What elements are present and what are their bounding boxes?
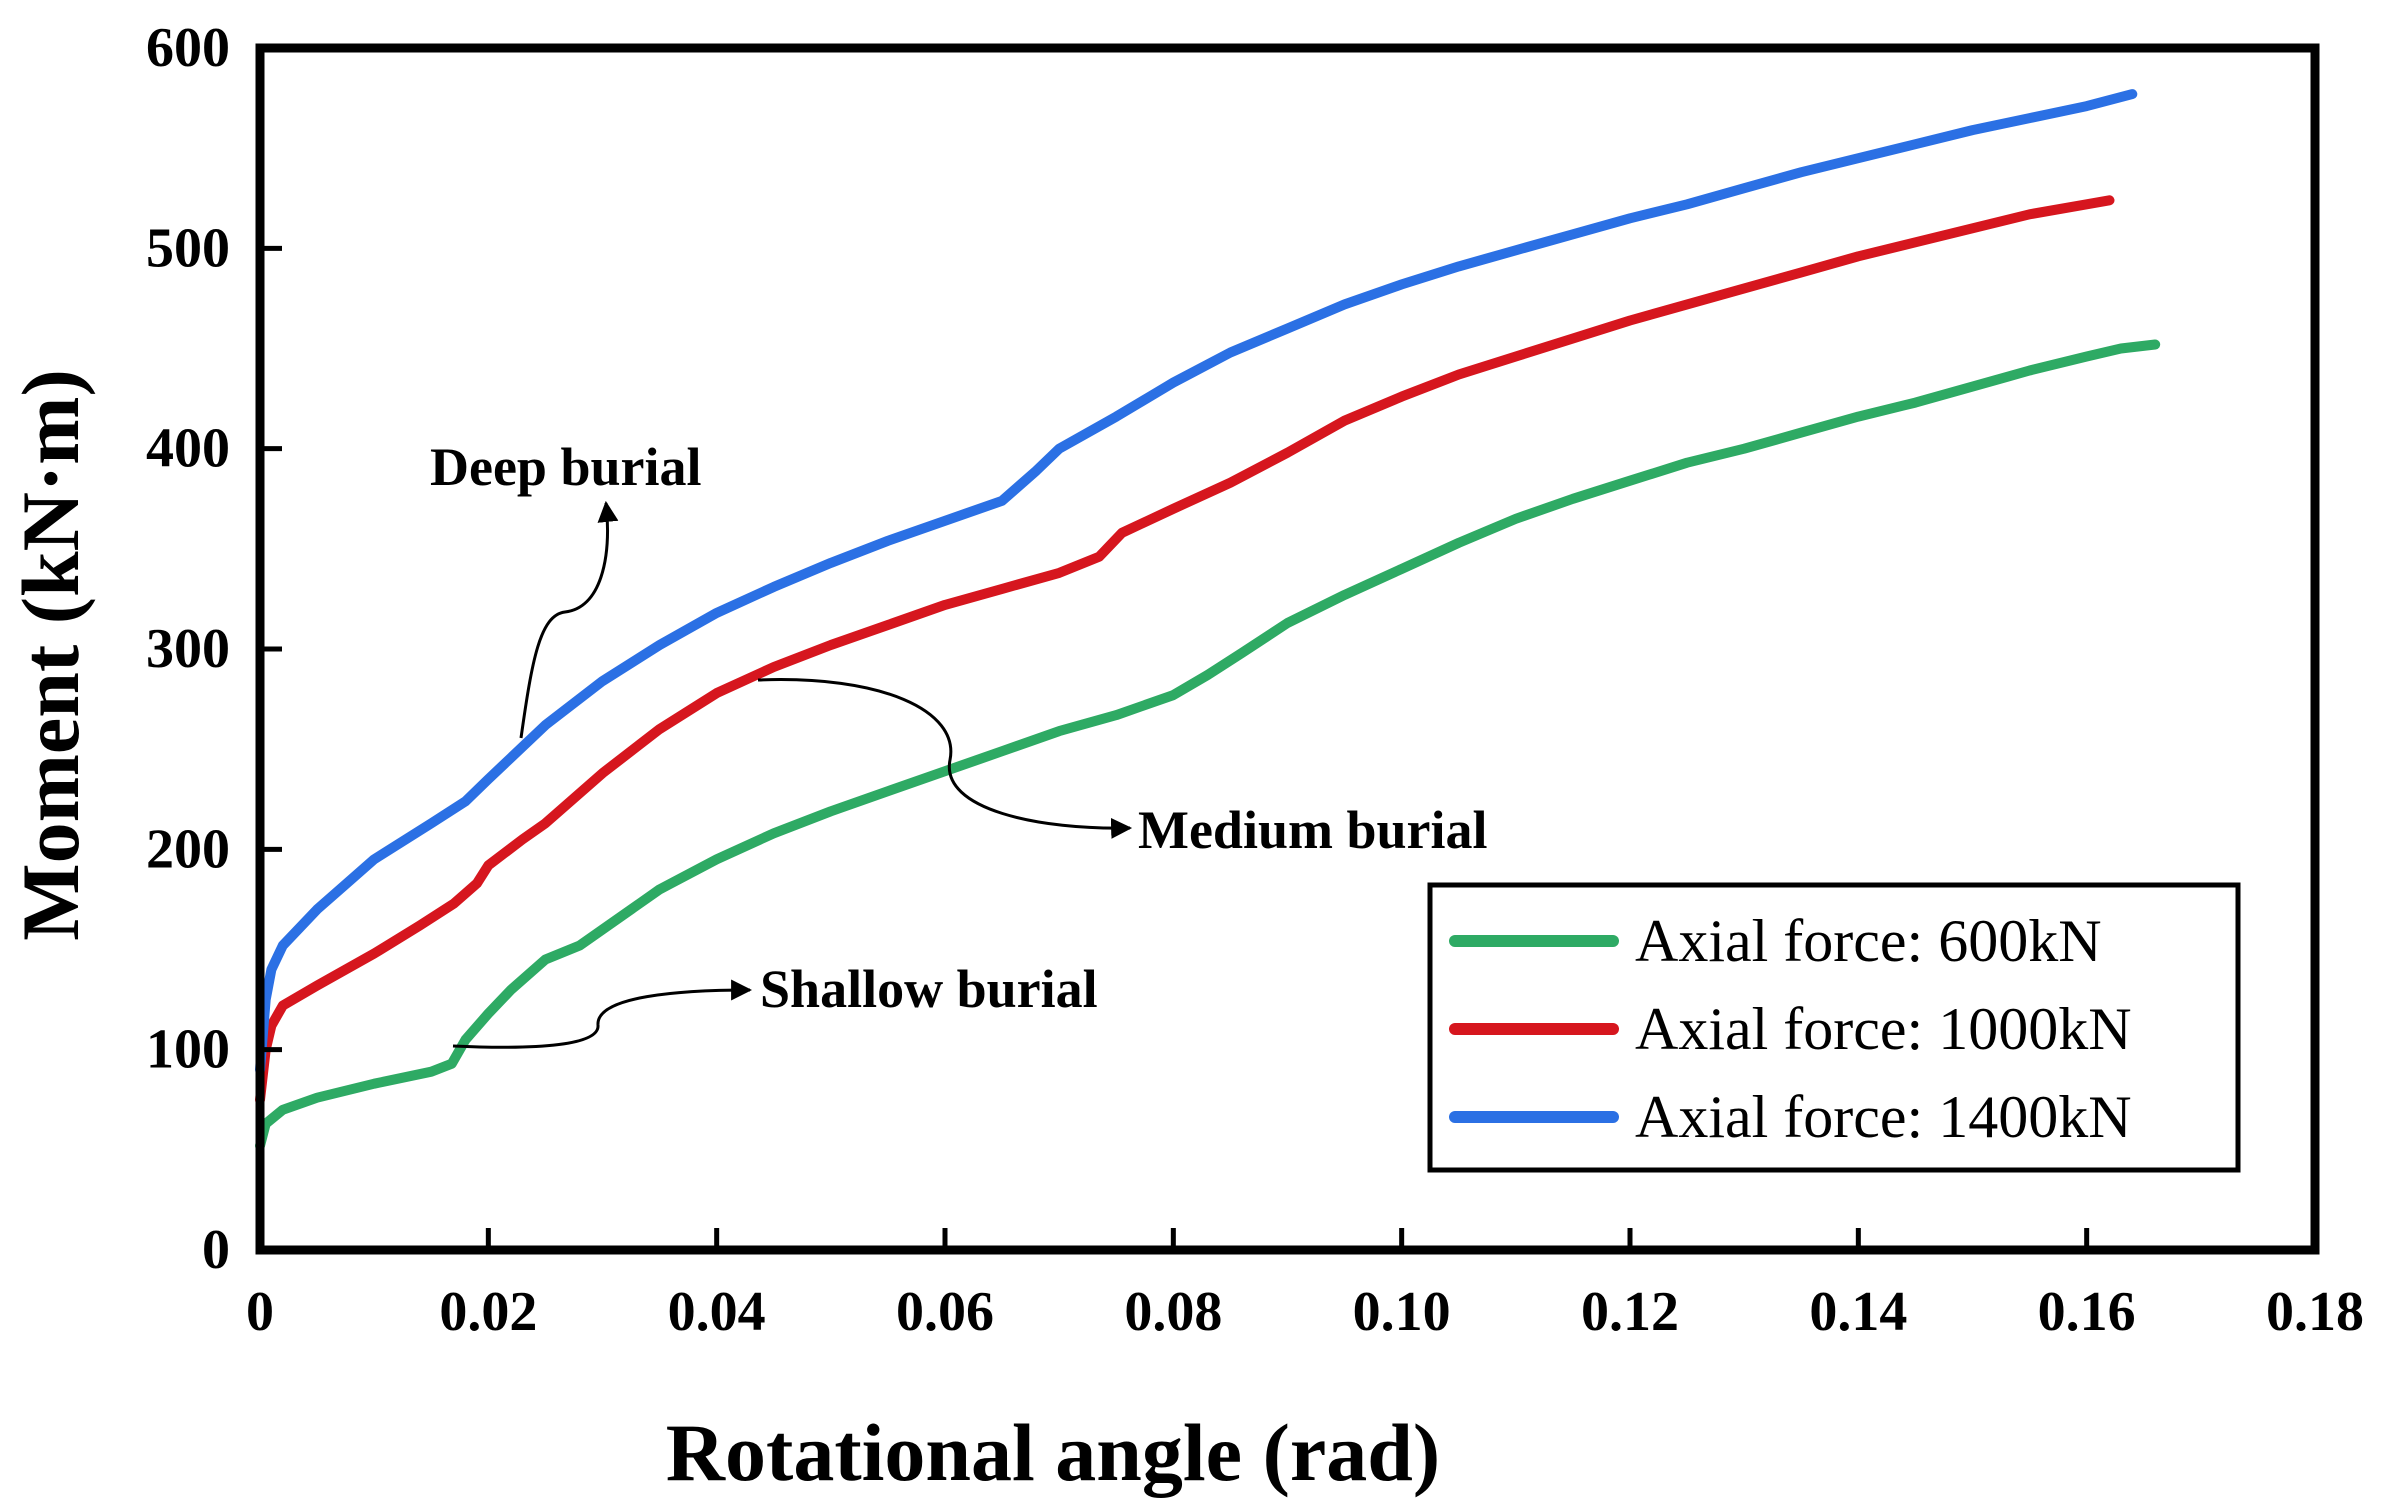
y-tick-label: 400 [146,418,230,480]
annotation-label-3: Shallow burial [760,959,1098,1019]
y-tick-label: 200 [146,818,230,880]
series-line-1 [255,339,2161,1151]
y-tick-label: 100 [146,1019,230,1081]
x-tick-label: 0.08 [1124,1281,1222,1343]
legend-label-2: Axial force: 1000kN [1635,996,2132,1062]
x-tick-label: 0.12 [1581,1281,1679,1343]
annotations: Deep burial Medium burial Shallow burial [430,437,1488,1049]
legend: Axial force: 600kN Axial force: 1000kN Axi… [1427,882,2241,1173]
x-tick-label: 0.18 [2266,1281,2364,1343]
x-tick-label: 0.16 [2038,1281,2136,1343]
x-tick-label: 0.04 [668,1281,766,1343]
annotation-arrow-1 [519,500,619,739]
x-tick-label: 0.02 [439,1281,537,1343]
x-tick-label: 0.06 [896,1281,994,1343]
annotation-label-1: Deep burial [430,437,702,497]
y-axis-title: Moment (kN·m) [5,369,96,941]
x-axis-title: Rotational angle (rad) [666,1407,1440,1498]
x-tick-label: 0.14 [1809,1281,1907,1343]
y-tick-label: 300 [146,618,230,680]
y-tick-label: 600 [146,17,230,79]
x-tick-label: 0.10 [1353,1281,1451,1343]
annotation-arrow-3 [452,979,753,1049]
annotation-arrow-2 [757,678,1133,839]
legend-label-3: Axial force: 1400kN [1635,1084,2132,1150]
x-tick-label: 0 [246,1281,274,1343]
y-tick-label: 500 [146,217,230,279]
series-line-3 [255,89,2138,1075]
annotation-label-2: Medium burial [1138,800,1488,860]
legend-label-1: Axial force: 600kN [1635,908,2102,974]
y-tick-label: 0 [202,1219,230,1281]
series-layer [255,89,2161,1151]
series-line-2 [255,195,2115,1105]
ticks-layer: 0 0.02 0.04 0.06 0.08 0.10 0.12 0.14 0.16 0.18 0 10… [146,17,2364,1343]
